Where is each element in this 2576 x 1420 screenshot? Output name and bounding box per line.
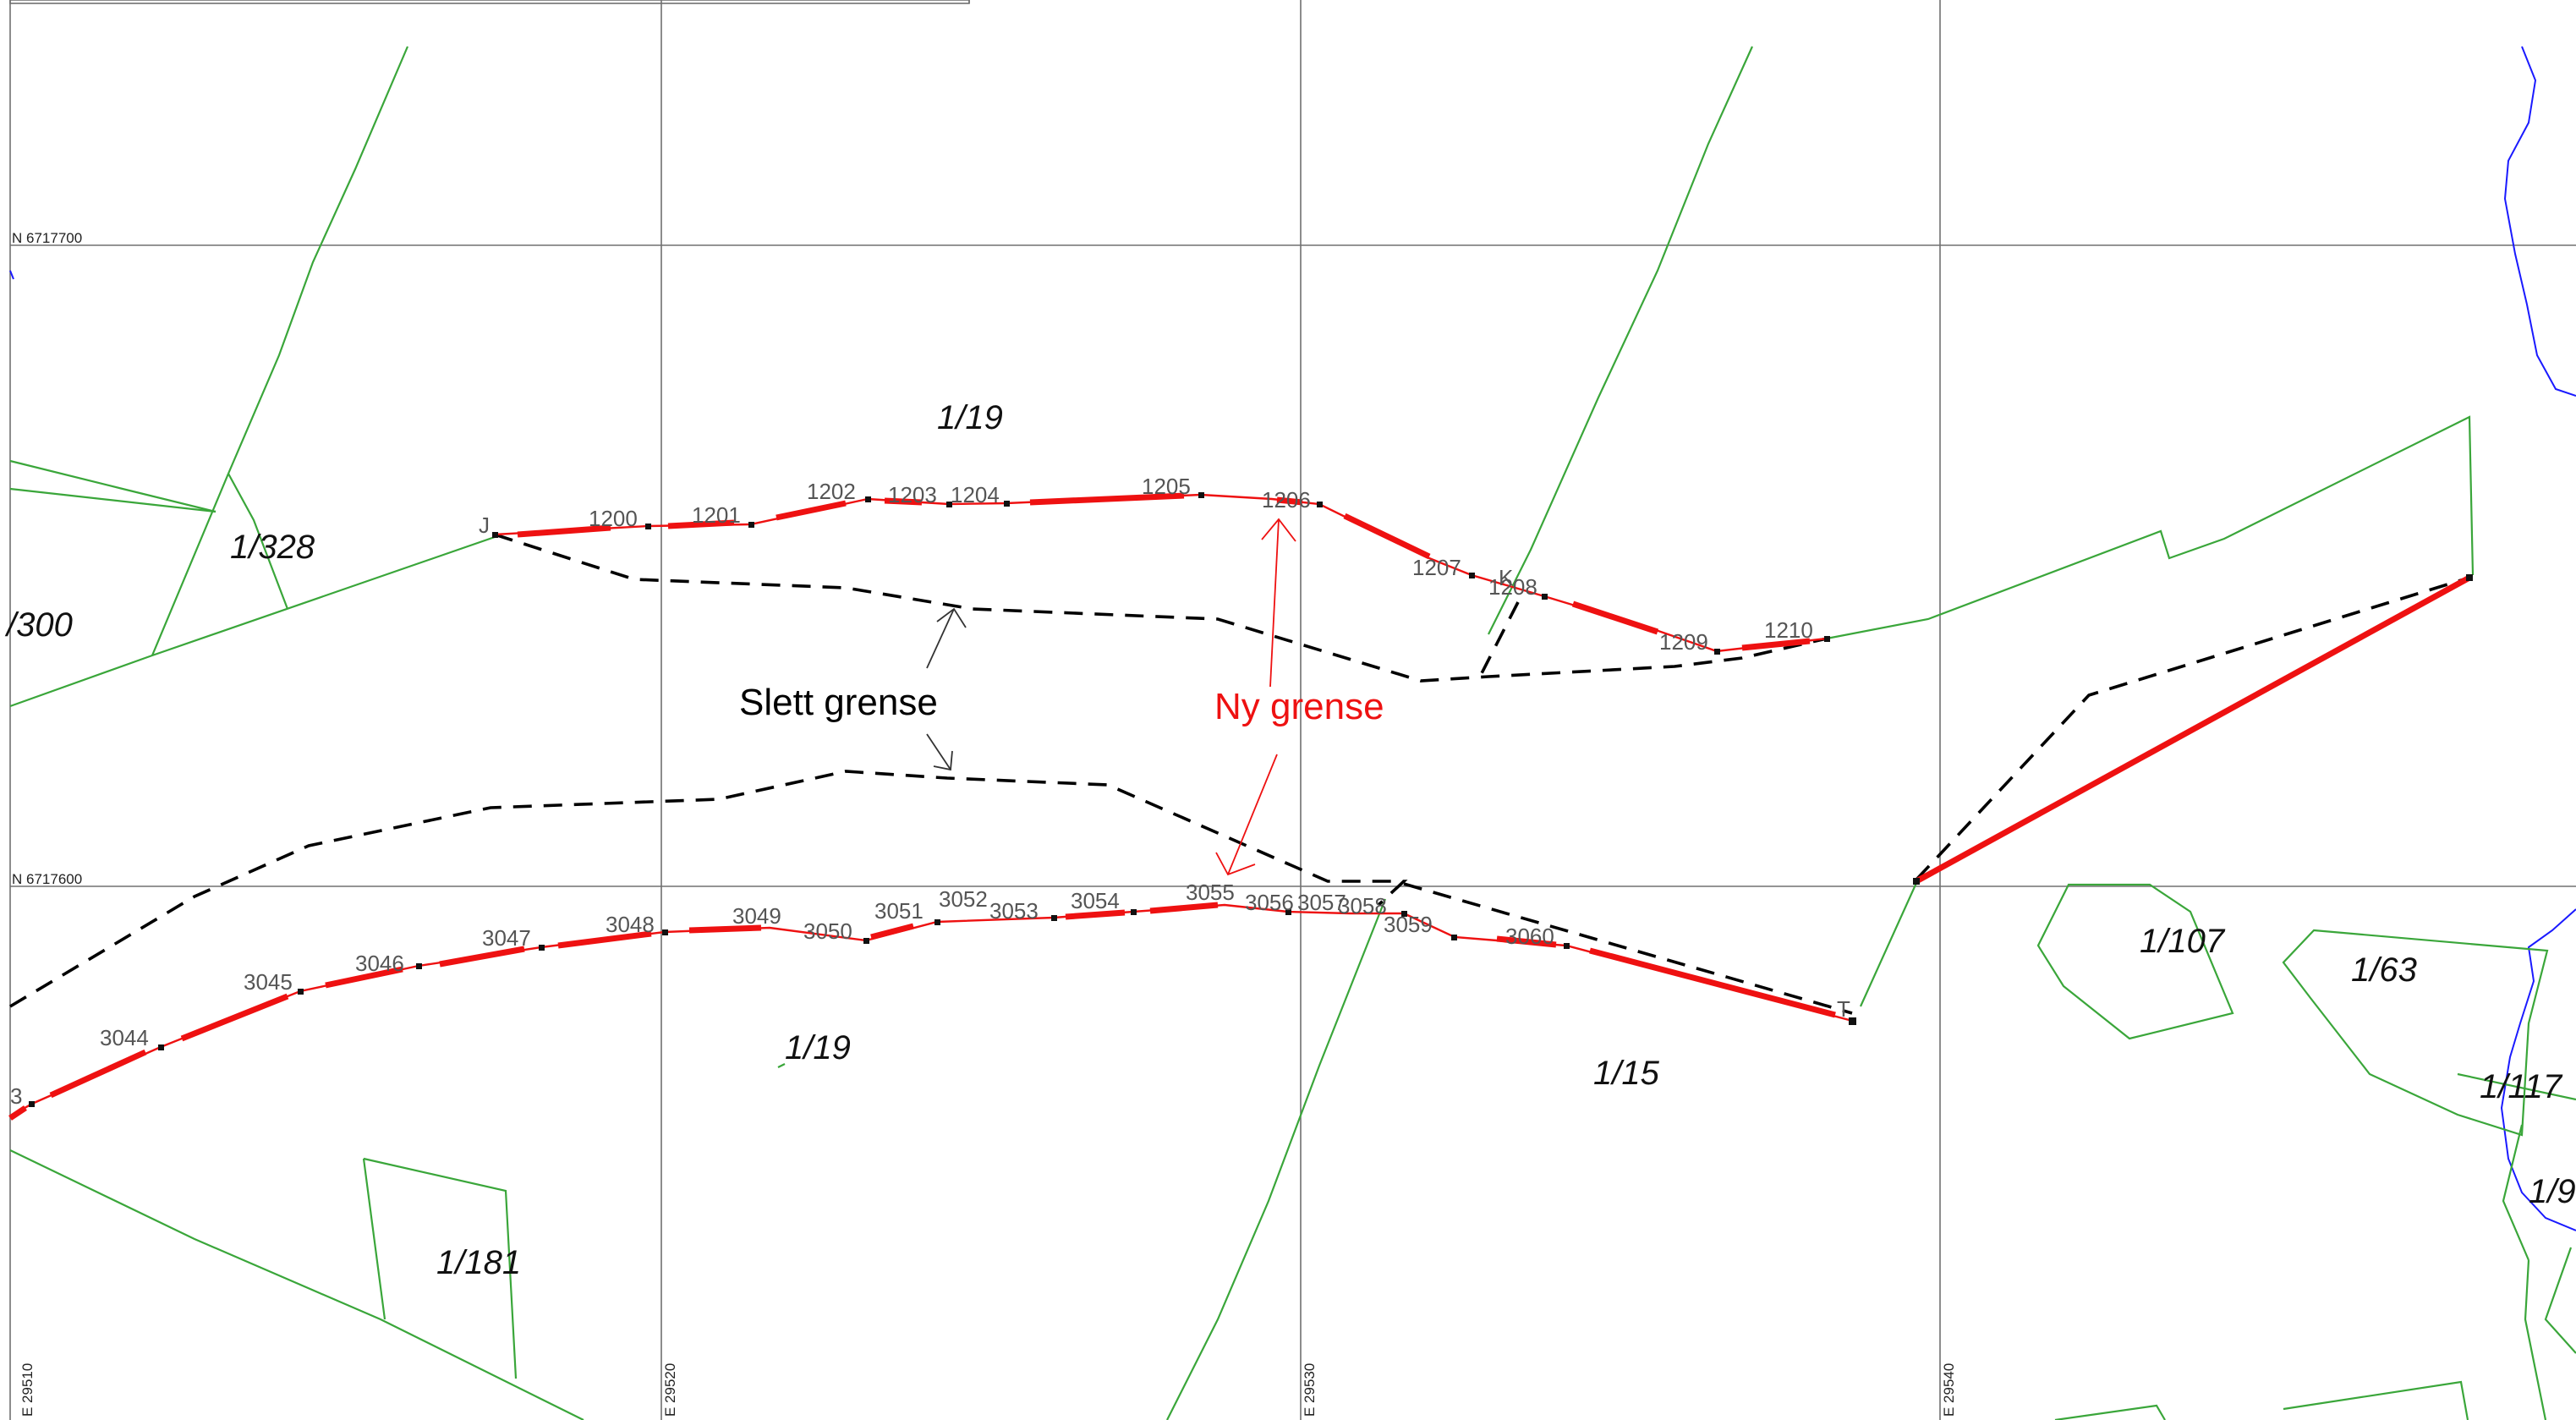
point-label: 3058 — [1338, 893, 1387, 918]
point-label: 1206 — [1262, 487, 1311, 513]
northing-label-top: N 6717700 — [12, 230, 82, 246]
new-boundary-arrows — [1215, 518, 1296, 876]
point-label: 3045 — [244, 969, 293, 995]
point-label: 1205 — [1142, 474, 1191, 499]
easting-label-2: E 29520 — [662, 1363, 678, 1417]
new-boundaries — [8, 492, 2471, 1121]
point-label: 3044 — [100, 1025, 149, 1050]
point-label: 1208 — [1488, 574, 1537, 600]
parcel-boundaries — [9, 46, 2576, 1420]
deleted-boundaries — [9, 533, 2470, 1015]
point-label: 1210 — [1764, 617, 1813, 643]
point-label: 3057 — [1297, 890, 1346, 915]
point-label: 1209 — [1659, 629, 1708, 655]
point-label: 3059 — [1384, 912, 1433, 937]
coordinate-grid — [9, 0, 2576, 1420]
parcel-label-1-19-bottom: 1/19 — [785, 1029, 851, 1066]
parcel-label-1-328: 1/328 — [230, 529, 315, 566]
easting-label-4: E 29540 — [1941, 1363, 1957, 1417]
parcel-label-1-107: 1/107 — [2140, 923, 2226, 960]
parcel-label-1-15: 1/15 — [1593, 1055, 1660, 1092]
easting-label-3: E 29530 — [1302, 1363, 1318, 1417]
point-label: 3 — [10, 1083, 22, 1109]
new-boundary-label: Ny grense — [1214, 686, 1384, 727]
point-label: 3054 — [1071, 888, 1120, 913]
delete-boundary-label: Slett grense — [739, 682, 938, 723]
water-line-top-right — [2503, 46, 2576, 397]
point-label: 1202 — [807, 479, 856, 504]
parcel-label-1-181: 1/181 — [436, 1244, 521, 1281]
point-label: T — [1837, 996, 1850, 1022]
point-label: 3052 — [939, 886, 988, 912]
point-labels-south: 3 3044 3045 3046 3047 3048 3049 3050 305… — [10, 880, 1850, 1109]
parcel-label-300: /300 — [4, 606, 73, 644]
point-label: 1204 — [951, 482, 1000, 507]
point-label: 3055 — [1186, 880, 1235, 905]
boundary-points — [29, 492, 2473, 1107]
water-mark-left — [9, 270, 14, 280]
point-label: 3060 — [1505, 924, 1554, 949]
parcel-labels: 1/19 1/328 /300 1/19 1/181 1/15 1/107 1/… — [4, 399, 2576, 1281]
delete-boundary-arrows — [926, 607, 967, 771]
point-label: 3049 — [732, 903, 781, 929]
point-label: K — [1499, 565, 1514, 590]
point-label: 1200 — [589, 506, 638, 531]
point-label: 1203 — [888, 482, 937, 507]
point-label: 3051 — [874, 898, 924, 924]
point-label: 1201 — [692, 502, 741, 528]
point-label: 3050 — [803, 918, 852, 944]
parcel-label-1-9: 1/9 — [2529, 1173, 2576, 1210]
point-label: 3048 — [606, 912, 655, 937]
parcel-label-1-63: 1/63 — [2351, 951, 2417, 989]
point-label: 3047 — [482, 925, 531, 951]
water-line-right — [2500, 908, 2576, 1231]
point-label: 3046 — [355, 951, 404, 976]
point-label: 3053 — [989, 898, 1039, 924]
easting-label-1: E 29510 — [19, 1363, 36, 1417]
northing-label-bottom: N 6717600 — [12, 871, 82, 887]
point-label: 3056 — [1245, 890, 1294, 915]
point-label: J — [479, 513, 490, 538]
point-labels-north: J 1200 1201 1202 1203 1204 1205 1206 120… — [479, 474, 1813, 655]
point-label: 1207 — [1412, 555, 1461, 580]
parcel-label-1-19-top: 1/19 — [937, 399, 1003, 436]
parcel-label-1-117: 1/117 — [2480, 1068, 2563, 1105]
